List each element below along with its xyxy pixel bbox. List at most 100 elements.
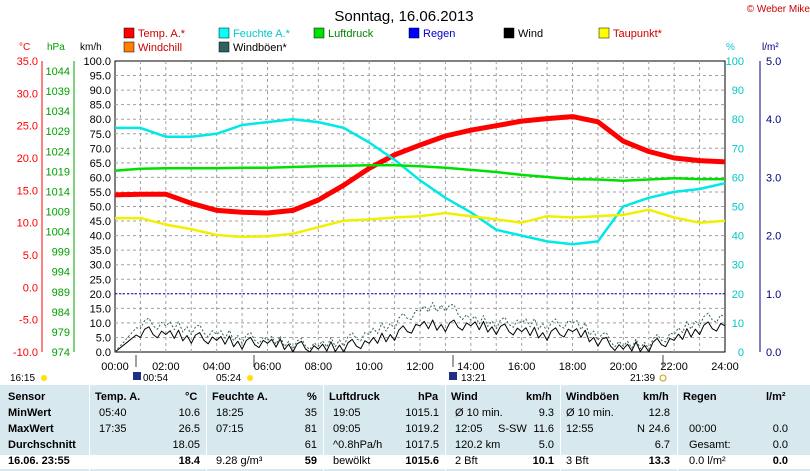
tick-label-temp: -5.0	[19, 315, 38, 327]
tick-label-humidity: 50	[732, 202, 744, 214]
pressure-time: 09:05	[333, 423, 361, 435]
legend-label: Regen	[423, 28, 455, 40]
tick-label-rain: 5.0	[766, 56, 781, 68]
tick-label-x: 08:00	[305, 361, 333, 373]
grid	[114, 60, 726, 353]
tick-label-pressure: 1009	[46, 207, 70, 219]
header-sensor: Sensor	[8, 391, 46, 403]
current-row-bg	[0, 455, 810, 469]
header-pressure-unit: hPa	[418, 391, 439, 403]
tick-label-x: 20:00	[610, 361, 638, 373]
humidity-value: 35	[304, 407, 317, 419]
tick-label-rain: 0.0	[766, 347, 781, 359]
series-line-wind	[114, 319, 726, 353]
wind-info: 2 Bft	[455, 455, 478, 467]
wind-value: 9.3	[538, 407, 554, 419]
humidity-time: 9.28 g/m³	[216, 455, 263, 467]
gust-direction: N	[637, 423, 645, 435]
gust-value: 13.3	[648, 455, 670, 467]
row-label: Durchschnitt	[8, 439, 76, 451]
tick-label-pressure: 1024	[46, 146, 70, 158]
tick-label-humidity: 90	[732, 85, 744, 97]
header-humidity-unit: %	[307, 391, 317, 403]
pressure-time: 19:05	[333, 407, 361, 419]
tick-label-wind: 15.0	[90, 303, 111, 315]
col-separator	[677, 385, 678, 471]
tick-label-wind: 5.0	[96, 332, 111, 344]
unit-wind: km/h	[80, 42, 102, 53]
axes: 35.0 30.0 25.0 20.0 15.0 10.0 5.0 0.0 -5.0 -10.0 1…	[13, 56, 781, 373]
wind-value: 10.1	[532, 455, 554, 467]
legend: Temp. A.* Feuchte A.* Luftdruck Regen Wind Ta…	[123, 27, 663, 54]
pressure-value: 1015.1	[405, 407, 439, 419]
gust-value: 12.8	[648, 407, 670, 419]
tick-label-humidity: 0	[738, 347, 744, 359]
tick-label-wind: 95.0	[90, 71, 111, 83]
unit-rain: l/m²	[762, 42, 779, 53]
tick-label-temp: 5.0	[23, 250, 38, 262]
legend-swatch	[218, 41, 230, 53]
tick-label-wind: 25.0	[90, 274, 111, 286]
tick-label-rain: 4.0	[766, 114, 781, 126]
tick-label-wind: 30.0	[90, 260, 111, 272]
tick-label-wind: 50.0	[90, 202, 111, 214]
col-separator	[560, 385, 561, 471]
tick-label-pressure: 979	[52, 327, 70, 339]
tick-label-pressure: 1039	[46, 86, 70, 98]
tick-label-x: 16:00	[508, 361, 536, 373]
humidity-value: 81	[304, 423, 317, 435]
series-group	[114, 114, 726, 353]
tick-label-pressure: 1029	[46, 126, 70, 138]
wind-value: 11.6	[533, 423, 554, 435]
tick-label-pressure: 999	[52, 247, 70, 259]
tick-label-humidity: 70	[732, 143, 744, 155]
tick-label-wind: 80.0	[90, 114, 111, 126]
tick-label-wind: 90.0	[90, 85, 111, 97]
legend-label: Windböen*	[233, 42, 288, 54]
temp-value: 10.6	[178, 407, 200, 419]
humidity-value: 59	[304, 455, 317, 467]
humidity-value: 61	[304, 439, 317, 451]
col-separator	[89, 385, 90, 471]
tick-label-wind: 40.0	[90, 231, 111, 243]
time-mark: 05:24	[216, 373, 241, 384]
tick-label-humidity: 60	[732, 172, 744, 184]
tick-label-temp: 35.0	[17, 56, 38, 68]
tick-label-humidity: 80	[732, 114, 744, 126]
tick-label-rain: 2.0	[766, 231, 781, 243]
chart-title: Sonntag, 16.06.2013	[334, 8, 473, 25]
unit-pressure: hPa	[47, 42, 65, 53]
temp-time: 05:40	[99, 407, 127, 419]
legend-label: Wind	[518, 28, 543, 40]
legend-label: Windchill	[138, 42, 182, 54]
header-pressure: Luftdruck	[329, 391, 380, 403]
series-line-luftdruck	[114, 164, 725, 182]
row-label: MaxWert	[8, 423, 54, 435]
wind-direction: S-SW	[498, 423, 527, 435]
tick-label-wind: 100.0	[83, 56, 111, 68]
header-temp-unit: °C	[185, 391, 198, 403]
tick-label-pressure: 989	[52, 287, 70, 299]
tick-label-wind: 85.0	[90, 100, 111, 112]
tick-label-temp: 10.0	[17, 218, 38, 230]
time-mark: 00:54	[143, 373, 168, 384]
wind-info: Ø 10 min.	[455, 407, 503, 419]
tick-label-temp: 0.0	[23, 282, 38, 294]
tick-label-x: 04:00	[203, 361, 231, 373]
series-line-feuchtea	[115, 117, 726, 246]
pressure-value: 1019.2	[405, 423, 439, 435]
legend-swatch	[123, 41, 135, 53]
legend-swatch	[408, 27, 420, 39]
legend-label: Feuchte A.*	[233, 28, 291, 40]
tick-label-humidity: 100	[726, 56, 744, 68]
sun-icon	[247, 375, 253, 381]
tick-label-wind: 70.0	[90, 143, 111, 155]
unit-humidity: %	[726, 42, 735, 53]
tick-label-x: 06:00	[254, 361, 282, 373]
tick-label-temp: 15.0	[17, 185, 38, 197]
tick-label-wind: 55.0	[90, 187, 111, 199]
time-mark: 16:15	[10, 373, 35, 384]
tick-label-pressure: 1034	[46, 106, 70, 118]
temp-value: 26.5	[178, 423, 200, 435]
tick-label-pressure: 1019	[46, 166, 70, 178]
